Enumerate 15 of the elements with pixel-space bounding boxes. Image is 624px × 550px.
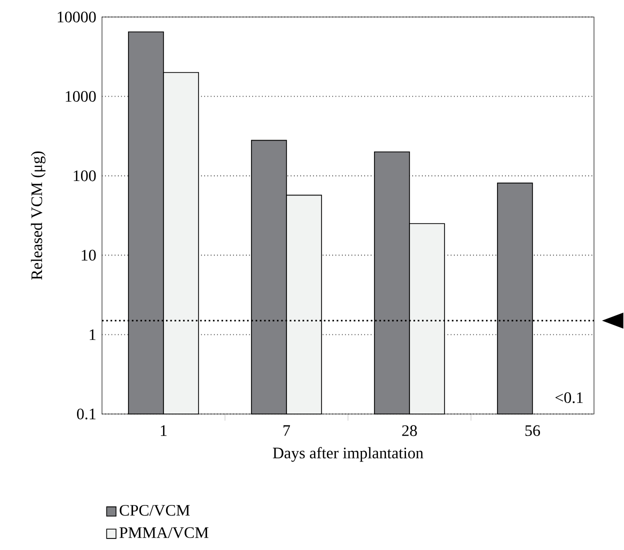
legend-label: CPC/VCM <box>120 504 190 516</box>
x-tick-label: 56 <box>525 425 540 436</box>
x-tick-label: 7 <box>284 425 290 436</box>
annotation: <0.1 <box>555 392 583 404</box>
y-tick-label: 1000 <box>66 90 96 102</box>
x-tick-label: 28 <box>402 425 417 436</box>
y-tick-label: 10000 <box>58 12 96 22</box>
x-tick-label: 1 <box>160 425 167 436</box>
x-axis-title: Days after implantation <box>272 447 424 462</box>
y-tick-label: 10 <box>82 250 96 261</box>
y-tick-label: 1 <box>90 329 96 340</box>
y-axis-title: Released VCM (μg) <box>30 151 46 280</box>
y-tick-label: 0.1 <box>77 408 96 420</box>
legend-label: PMMA/VCM <box>120 527 208 538</box>
y-tick-label: 100 <box>74 170 96 182</box>
